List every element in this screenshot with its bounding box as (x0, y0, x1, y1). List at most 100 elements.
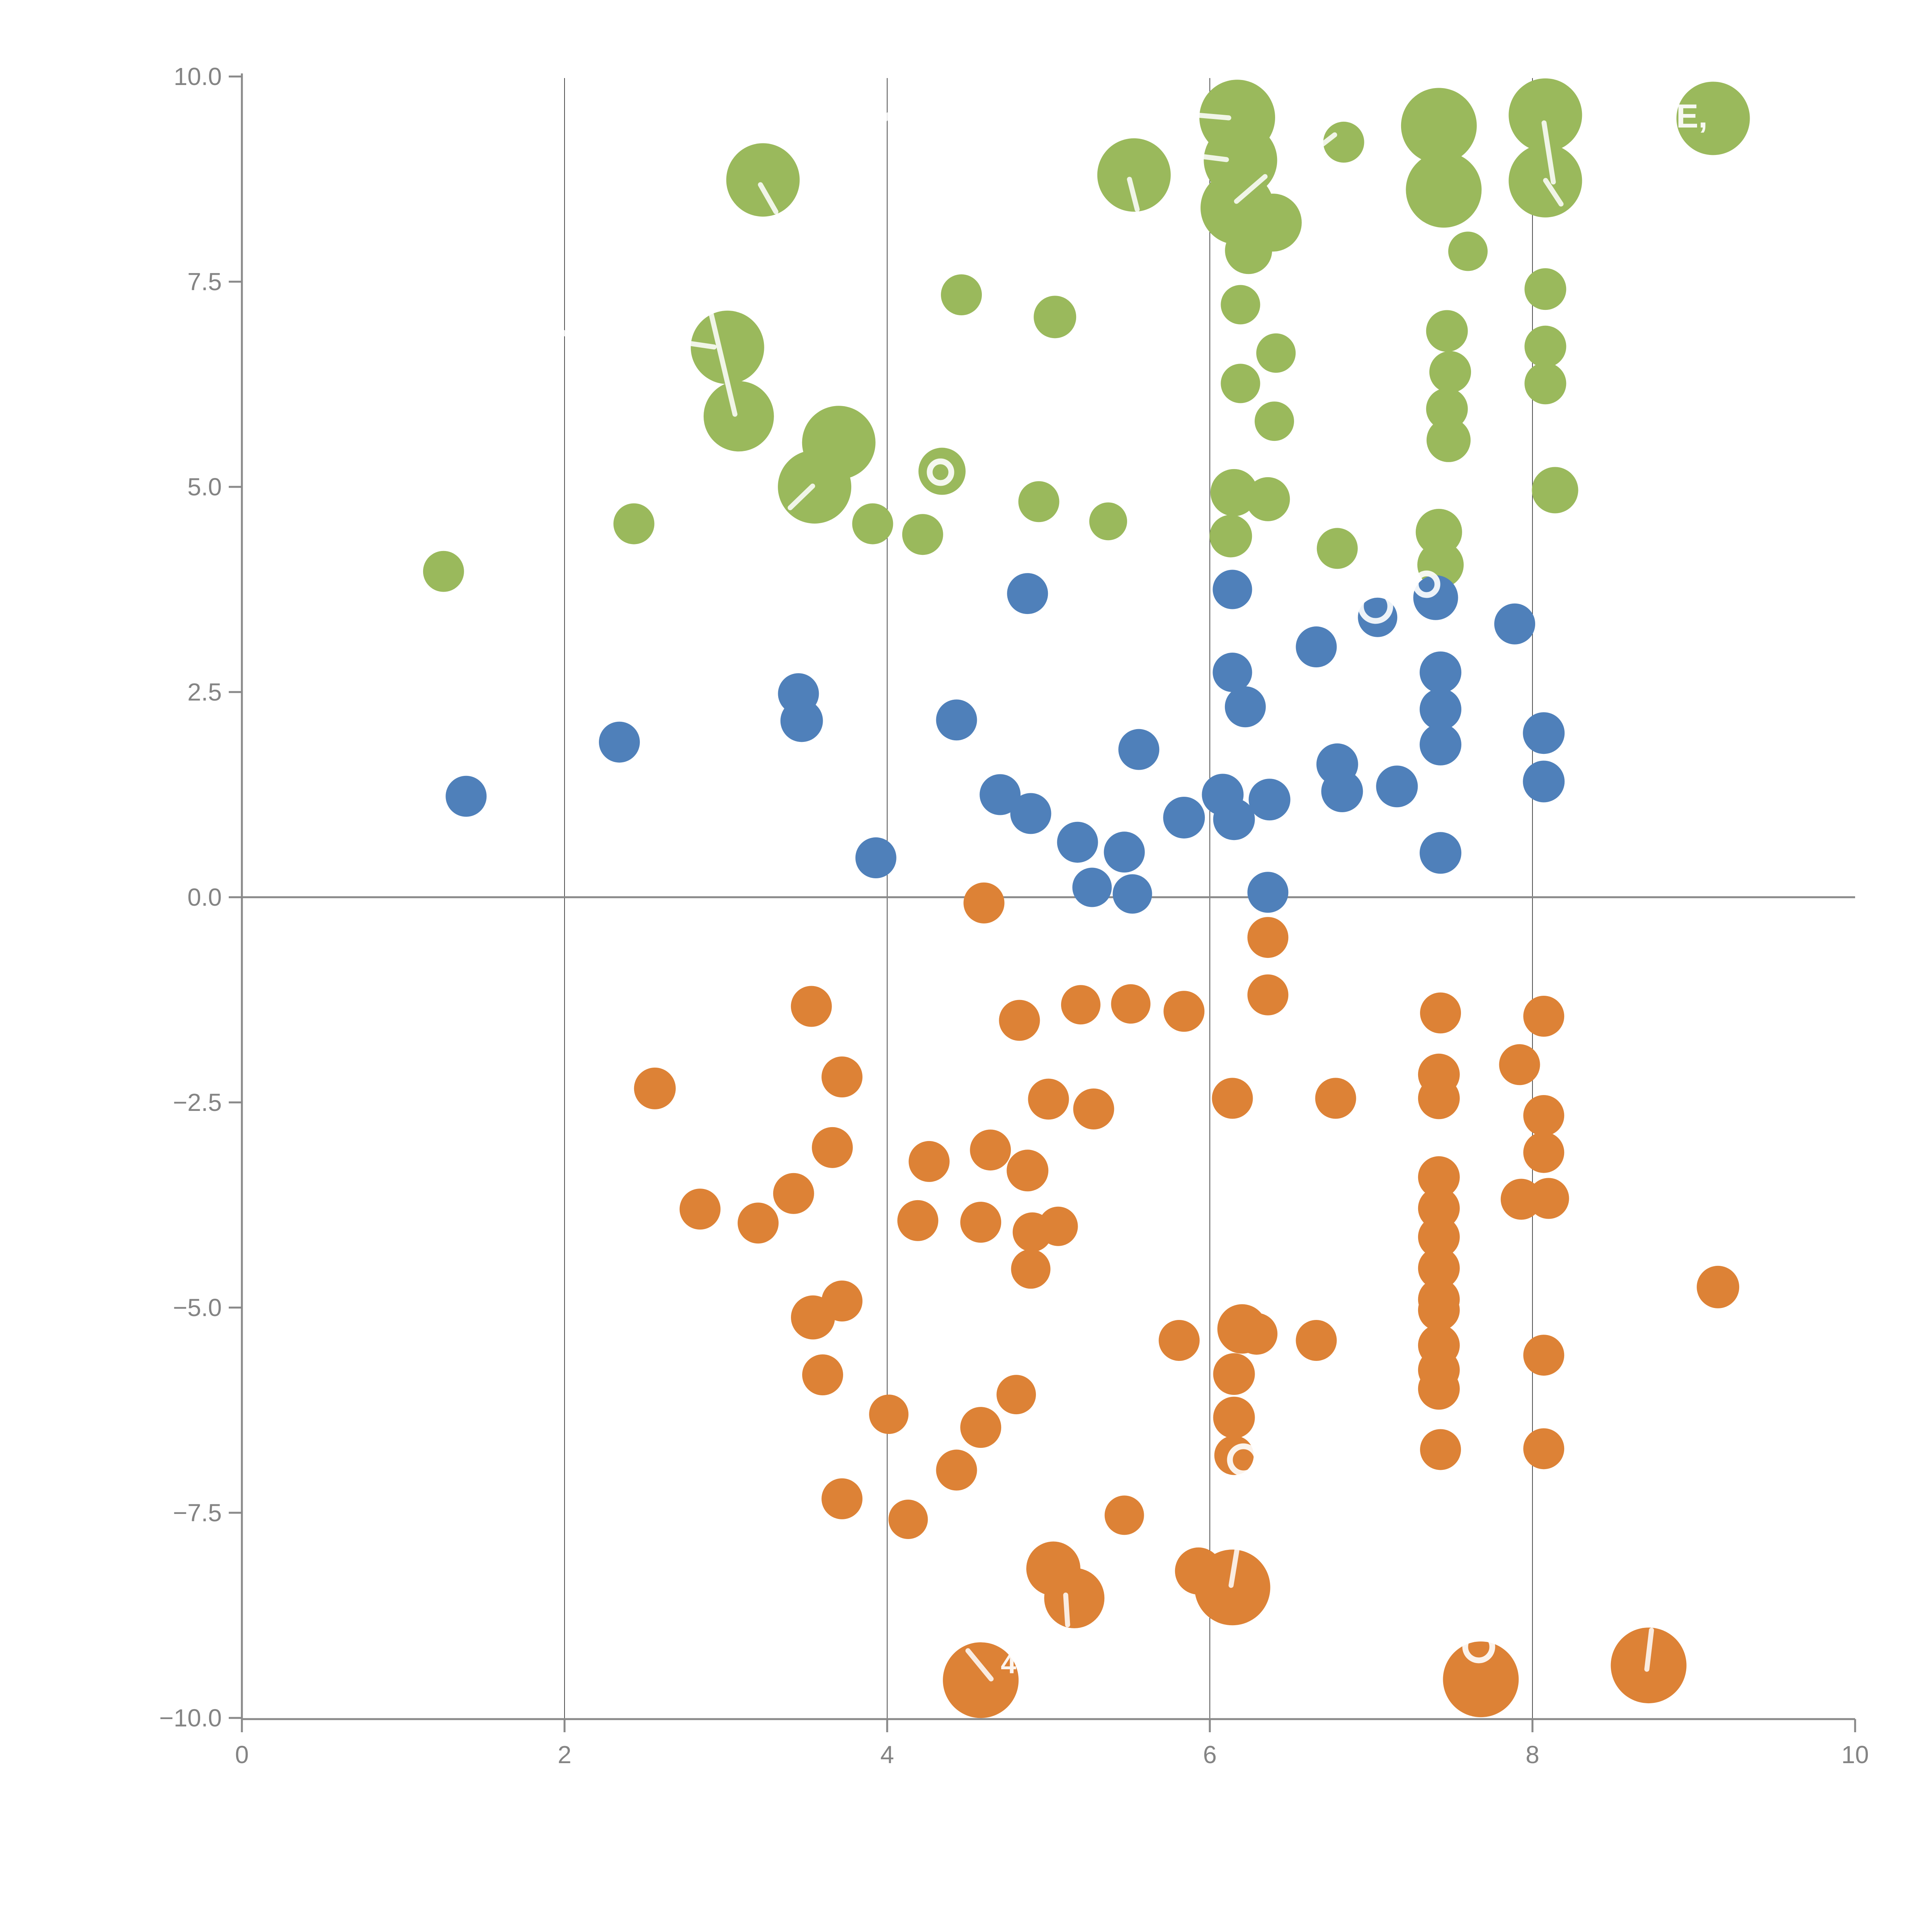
scatter-point-green[interactable] (1316, 528, 1358, 569)
scatter-point-orange[interactable] (634, 1067, 676, 1109)
scatter-point-orange[interactable] (773, 1173, 814, 1214)
scatter-point-orange[interactable] (997, 1375, 1036, 1415)
scatter-point-orange[interactable] (1236, 1313, 1278, 1355)
scatter-point-green[interactable] (1426, 388, 1468, 430)
scatter-point-orange[interactable] (960, 1202, 1002, 1243)
scatter-point-orange[interactable] (970, 1129, 1011, 1171)
scatter-point-orange[interactable] (1315, 1078, 1356, 1119)
scatter-point-green[interactable] (1509, 78, 1582, 152)
scatter-point-green[interactable] (918, 447, 966, 495)
scatter-point-blue[interactable] (1007, 573, 1048, 614)
scatter-point-orange[interactable] (1523, 1335, 1565, 1376)
scatter-point-orange[interactable] (791, 986, 832, 1027)
scatter-point-orange[interactable] (1418, 1187, 1460, 1229)
scatter-point-green[interactable] (1524, 325, 1566, 367)
scatter-point-green[interactable] (852, 503, 893, 544)
scatter-point-blue[interactable] (1247, 872, 1289, 913)
scatter-point-orange[interactable] (888, 1499, 928, 1539)
scatter-point-orange[interactable] (1011, 1249, 1051, 1289)
scatter-point-orange[interactable] (1247, 917, 1289, 958)
scatter-point-orange[interactable] (936, 1449, 977, 1491)
scatter-point-orange[interactable] (1044, 1568, 1105, 1628)
scatter-point-orange[interactable] (1038, 1206, 1078, 1246)
scatter-point-orange[interactable] (999, 1000, 1040, 1041)
scatter-point-orange[interactable] (1420, 992, 1461, 1034)
scatter-point-orange[interactable] (1213, 1353, 1255, 1395)
scatter-point-orange[interactable] (1418, 1289, 1460, 1331)
scatter-point-orange[interactable] (791, 1295, 835, 1340)
scatter-point-blue[interactable] (1118, 729, 1160, 770)
scatter-point-green[interactable] (726, 143, 800, 217)
scatter-point-blue[interactable] (1494, 603, 1536, 645)
scatter-point-blue[interactable] (1413, 575, 1458, 620)
scatter-point-blue[interactable] (1104, 832, 1145, 873)
scatter-point-orange[interactable] (1697, 1265, 1740, 1308)
scatter-point-blue[interactable] (1420, 651, 1462, 694)
scatter-point-green[interactable] (1209, 515, 1252, 558)
scatter-point-orange[interactable] (1420, 1429, 1461, 1470)
scatter-point-green[interactable] (1246, 477, 1290, 521)
scatter-point-orange[interactable] (738, 1202, 779, 1244)
scatter-point-green[interactable] (1426, 310, 1468, 352)
scatter-point-orange[interactable] (821, 1478, 863, 1519)
scatter-point-green[interactable] (1089, 502, 1127, 541)
scatter-point-green[interactable] (1225, 227, 1272, 274)
scatter-point-orange[interactable] (1418, 1216, 1460, 1258)
scatter-point-blue[interactable] (1248, 779, 1291, 821)
scatter-point-green[interactable] (1401, 88, 1477, 164)
scatter-point-blue[interactable] (855, 837, 896, 879)
scatter-point-green[interactable] (703, 381, 774, 452)
scatter-point-blue[interactable] (1296, 626, 1337, 668)
scatter-point-orange[interactable] (821, 1056, 863, 1098)
scatter-point-orange[interactable] (1247, 974, 1289, 1015)
scatter-point-green[interactable] (1448, 231, 1488, 271)
scatter-point-orange[interactable] (1007, 1150, 1049, 1192)
scatter-point-orange[interactable] (1158, 1320, 1200, 1361)
scatter-point-orange[interactable] (1418, 1247, 1460, 1289)
scatter-point-orange[interactable] (812, 1127, 853, 1168)
scatter-point-blue[interactable] (1010, 793, 1051, 834)
scatter-point-orange[interactable] (1499, 1044, 1540, 1085)
scatter-point-blue[interactable] (1057, 821, 1098, 863)
scatter-point-green[interactable] (1524, 362, 1566, 405)
scatter-point-blue[interactable] (1213, 570, 1252, 609)
scatter-point-blue[interactable] (1420, 688, 1462, 730)
scatter-point-blue[interactable] (1420, 832, 1462, 874)
scatter-point-orange[interactable] (1418, 1156, 1460, 1198)
scatter-point-green[interactable] (1676, 82, 1750, 155)
scatter-point-orange[interactable] (1028, 1078, 1069, 1120)
scatter-point-blue[interactable] (1523, 760, 1565, 803)
scatter-point-green[interactable] (1323, 121, 1364, 163)
scatter-point-green[interactable] (1097, 138, 1171, 212)
scatter-point-blue[interactable] (1213, 798, 1255, 840)
scatter-point-orange[interactable] (943, 1642, 1019, 1718)
scatter-point-orange[interactable] (1523, 1132, 1565, 1173)
scatter-point-green[interactable] (1524, 268, 1566, 310)
scatter-point-green[interactable] (1406, 152, 1482, 228)
scatter-point-blue[interactable] (936, 699, 977, 741)
scatter-point-blue[interactable] (1321, 770, 1363, 813)
scatter-point-orange[interactable] (1528, 1178, 1569, 1219)
scatter-point-green[interactable] (1221, 285, 1260, 325)
scatter-point-orange[interactable] (960, 1407, 1002, 1448)
scatter-point-orange[interactable] (869, 1395, 909, 1434)
scatter-point-green[interactable] (1426, 418, 1471, 462)
scatter-point-orange[interactable] (1418, 1077, 1460, 1119)
scatter-point-orange[interactable] (1523, 1428, 1565, 1469)
scatter-point-green[interactable] (941, 274, 982, 315)
scatter-point-blue[interactable] (1420, 723, 1462, 765)
scatter-point-green[interactable] (613, 503, 655, 544)
scatter-point-orange[interactable] (963, 882, 1005, 923)
scatter-point-orange[interactable] (1213, 1396, 1255, 1439)
scatter-point-orange[interactable] (1163, 991, 1205, 1032)
scatter-point-blue[interactable] (599, 721, 640, 763)
scatter-point-orange[interactable] (1073, 1088, 1114, 1129)
scatter-point-green[interactable] (1221, 364, 1260, 403)
scatter-point-orange[interactable] (1111, 984, 1151, 1024)
scatter-point-orange[interactable] (1523, 995, 1565, 1037)
scatter-point-blue[interactable] (780, 699, 823, 742)
scatter-point-blue[interactable] (1523, 712, 1565, 754)
scatter-point-green[interactable] (423, 551, 464, 592)
scatter-point-green[interactable] (1532, 467, 1578, 514)
scatter-point-orange[interactable] (908, 1141, 950, 1182)
